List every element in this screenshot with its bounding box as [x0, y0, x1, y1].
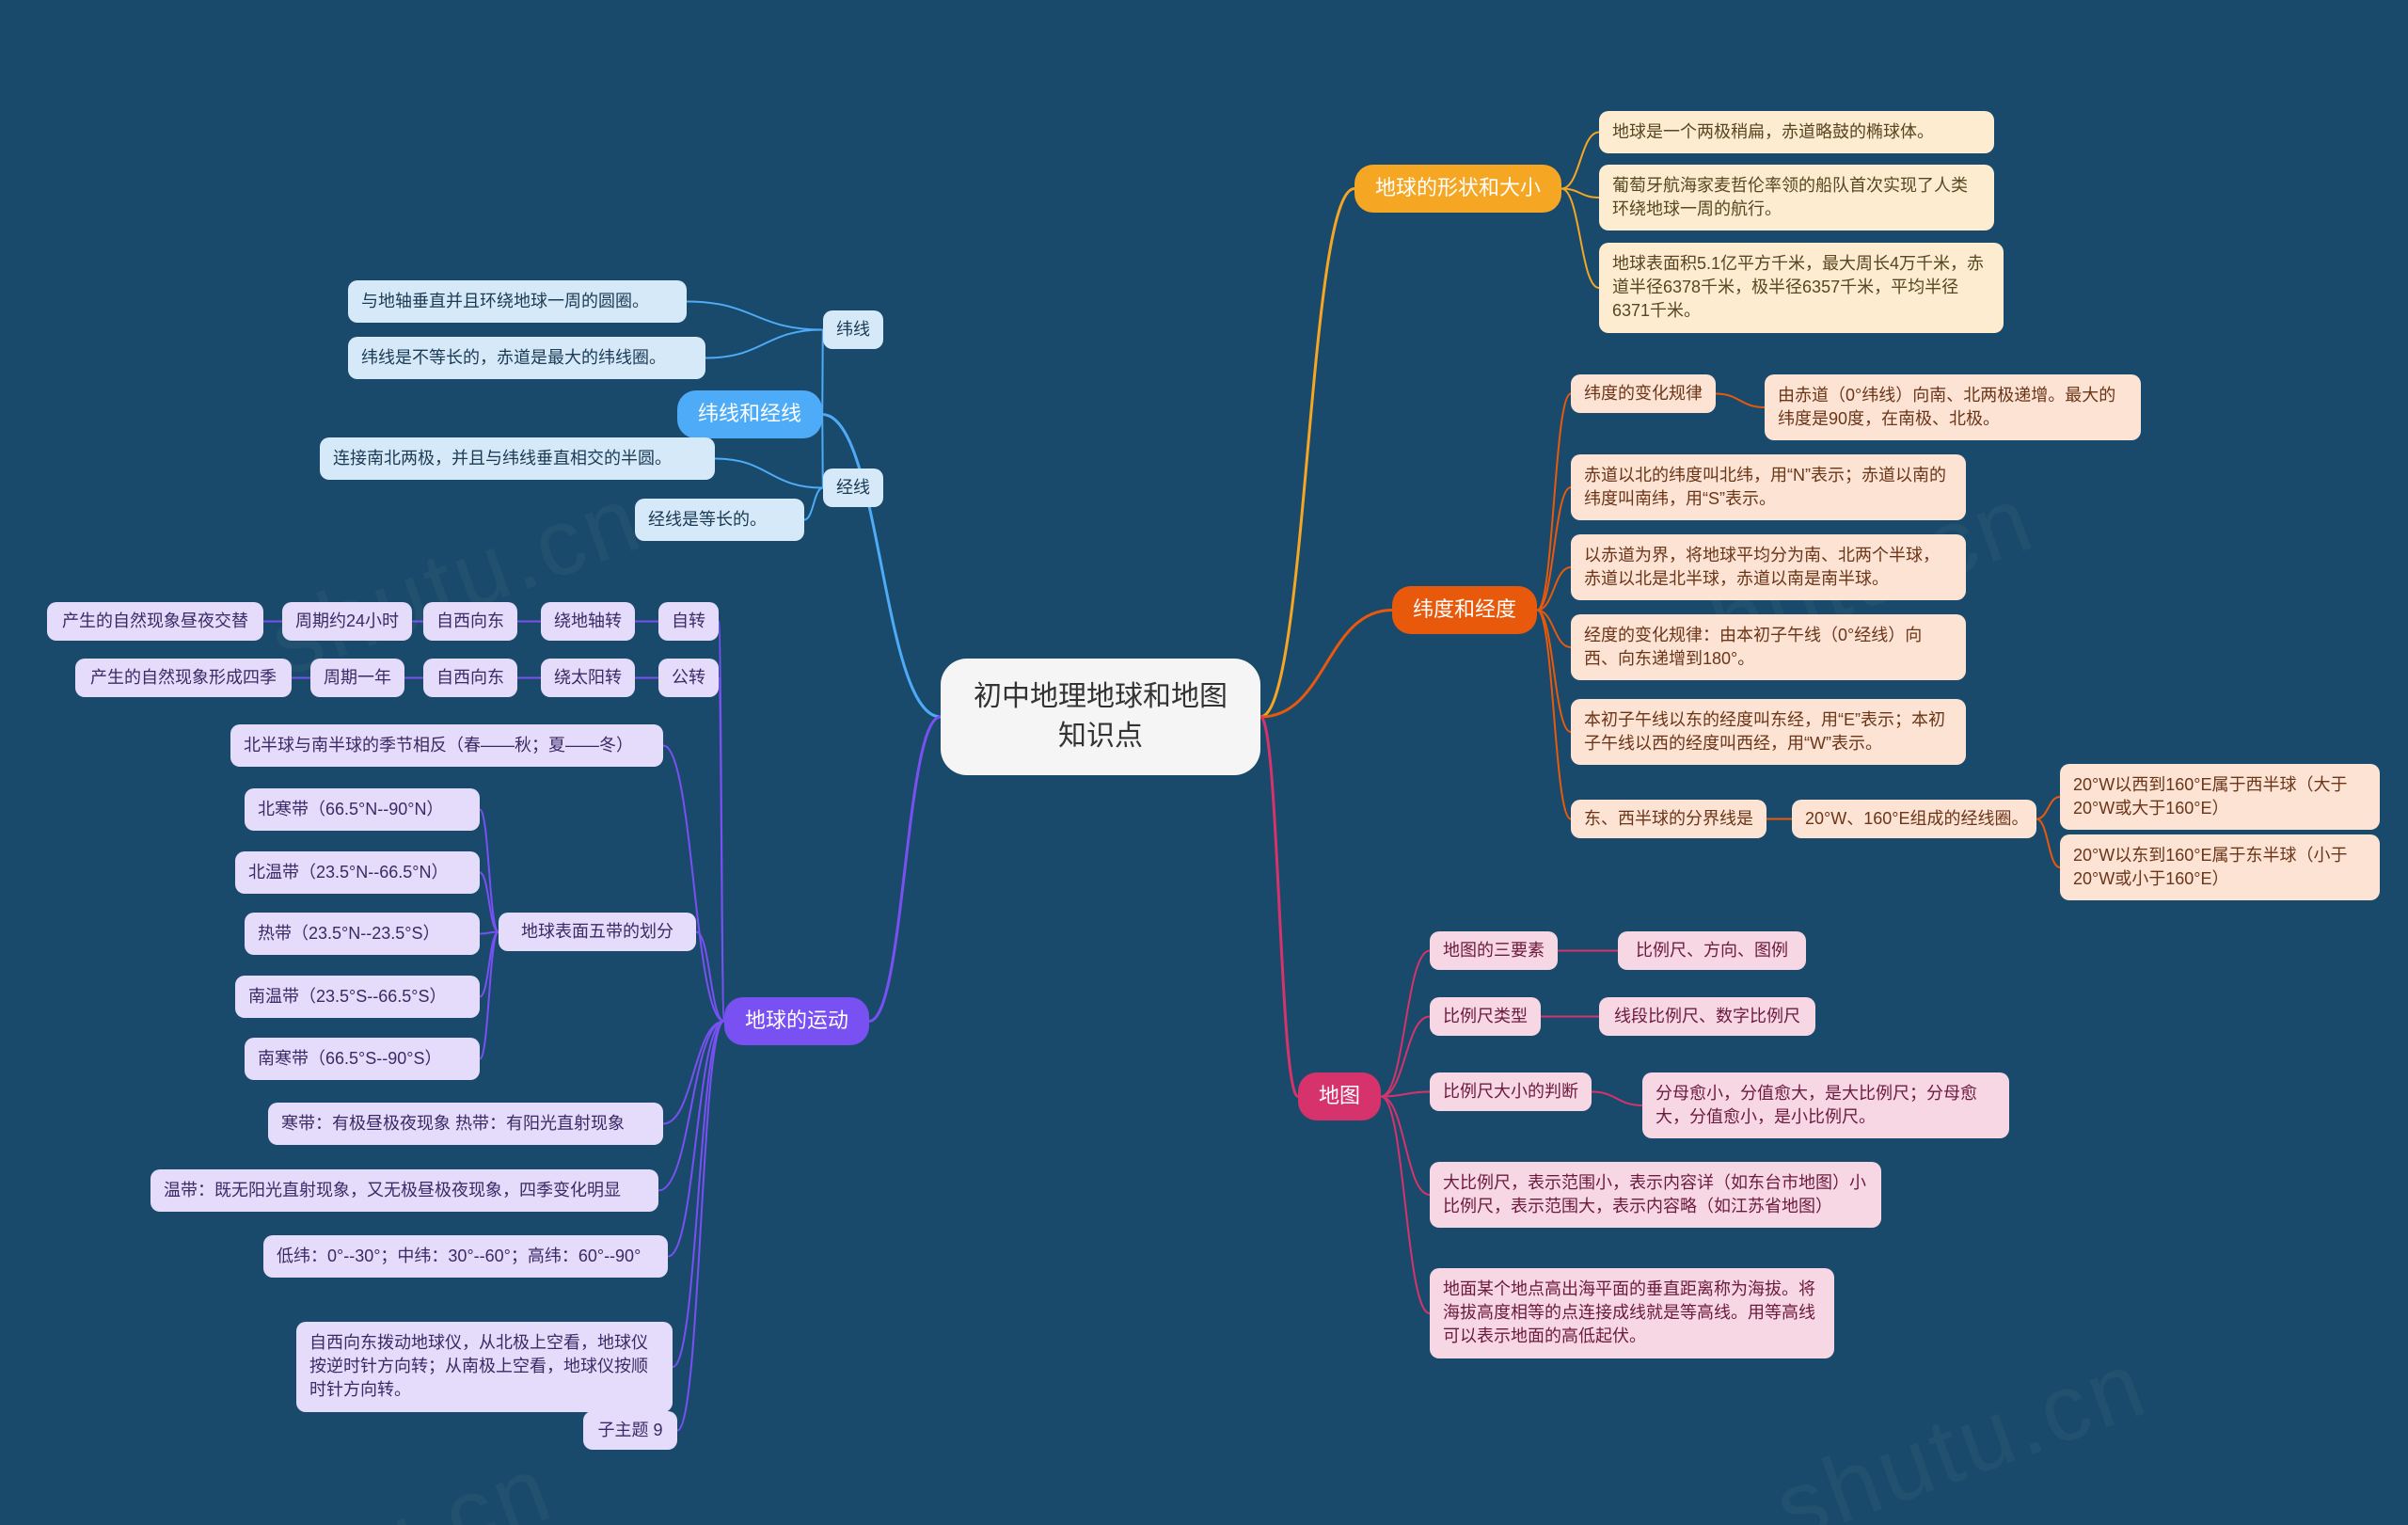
watermark: shutu.cn: [1762, 1329, 2162, 1525]
m3a[interactable]: 分母愈小，分值愈大，是大比例尺；分母愈大，分值愈小，是小比例尺。: [1642, 1072, 2009, 1138]
mo8[interactable]: 自西向东拨动地球仪，从北极上空看，地球仪按逆时针方向转；从南极上空看，地球仪按顺…: [296, 1322, 673, 1412]
mo2c[interactable]: 周期一年: [310, 659, 404, 697]
b-motion[interactable]: 地球的运动: [724, 997, 869, 1045]
b-latlon[interactable]: 纬度和经度: [1392, 586, 1537, 634]
m2[interactable]: 比例尺类型: [1430, 997, 1541, 1036]
mo7[interactable]: 低纬：0°--30°；中纬：30°--60°；高纬：60°--90°: [263, 1235, 668, 1278]
b-shape[interactable]: 地球的形状和大小: [1354, 165, 1561, 213]
mo2a[interactable]: 绕太阳转: [541, 659, 635, 697]
mo4a[interactable]: 北寒带（66.5°N--90°N）: [245, 788, 480, 831]
s2[interactable]: 葡萄牙航海家麦哲伦率领的船队首次实现了人类环绕地球一周的航行。: [1599, 165, 1994, 230]
mo2[interactable]: 公转: [658, 659, 719, 697]
mo1b[interactable]: 自西向东: [423, 602, 517, 641]
mindmap-canvas: 初中地理地球和地图知识点shutu.cn图 shutu.cnshutu.cnsh…: [0, 0, 2408, 1525]
ln1b[interactable]: 纬线是不等长的，赤道是最大的纬线圈。: [348, 337, 705, 379]
mo4[interactable]: 地球表面五带的划分: [499, 913, 696, 951]
l4[interactable]: 经度的变化规律：由本初子午线（0°经线）向西、向东递增到180°。: [1571, 614, 1966, 680]
l6a2[interactable]: 20°W以东到160°E属于东半球（小于20°W或小于160°E）: [2060, 834, 2380, 900]
s3[interactable]: 地球表面积5.1亿平方千米，最大周长4万千米，赤道半径6378千米，极半径635…: [1599, 243, 2004, 333]
l3[interactable]: 以赤道为界，将地球平均分为南、北两个半球，赤道以北是北半球，赤道以南是南半球。: [1571, 534, 1966, 600]
l6[interactable]: 东、西半球的分界线是: [1571, 800, 1766, 838]
m3[interactable]: 比例尺大小的判断: [1430, 1072, 1592, 1111]
m5[interactable]: 地面某个地点高出海平面的垂直距离称为海拔。将海拔高度相等的点连接成线就是等高线。…: [1430, 1268, 1834, 1358]
mo6[interactable]: 温带：既无阳光直射现象，又无极昼极夜现象，四季变化明显: [150, 1169, 658, 1212]
mo5[interactable]: 寒带：有极昼极夜现象 热带：有阳光直射现象: [268, 1103, 663, 1145]
l1[interactable]: 纬度的变化规律: [1571, 374, 1716, 413]
mo2d[interactable]: 产生的自然现象形成四季: [75, 659, 292, 697]
ln1[interactable]: 纬线: [823, 310, 883, 349]
mo9[interactable]: 子主题 9: [583, 1411, 677, 1450]
m1a[interactable]: 比例尺、方向、图例: [1618, 931, 1806, 970]
watermark: 图 shutu.cn: [40, 1412, 568, 1525]
l5[interactable]: 本初子午线以东的经度叫东经，用“E”表示；本初子午线以西的经度叫西经，用“W”表…: [1571, 699, 1966, 765]
m2a[interactable]: 线段比例尺、数字比例尺: [1599, 997, 1815, 1036]
l6a[interactable]: 20°W、160°E组成的经线圈。: [1792, 800, 2036, 838]
s1[interactable]: 地球是一个两极稍扁，赤道略鼓的椭球体。: [1599, 111, 1994, 153]
mo1d[interactable]: 产生的自然现象昼夜交替: [47, 602, 263, 641]
m1[interactable]: 地图的三要素: [1430, 931, 1558, 970]
mo4b[interactable]: 北温带（23.5°N--66.5°N）: [235, 851, 480, 894]
mo2b[interactable]: 自西向东: [423, 659, 517, 697]
ln2[interactable]: 经线: [823, 469, 883, 507]
b-map[interactable]: 地图: [1298, 1072, 1381, 1120]
l2[interactable]: 赤道以北的纬度叫北纬，用“N”表示；赤道以南的纬度叫南纬，用“S”表示。: [1571, 454, 1966, 520]
mo1a[interactable]: 绕地轴转: [541, 602, 635, 641]
ln2a[interactable]: 连接南北两极，并且与纬线垂直相交的半圆。: [320, 437, 715, 480]
b-lines[interactable]: 纬线和经线: [677, 390, 822, 438]
m4[interactable]: 大比例尺，表示范围小，表示内容详（如东台市地图）小比例尺，表示范围大，表示内容略…: [1430, 1162, 1881, 1228]
mo4d[interactable]: 南温带（23.5°S--66.5°S）: [235, 976, 480, 1018]
mo4c[interactable]: 热带（23.5°N--23.5°S）: [245, 913, 480, 955]
ln2b[interactable]: 经线是等长的。: [635, 499, 804, 541]
mo1[interactable]: 自转: [658, 602, 719, 641]
l6a1[interactable]: 20°W以西到160°E属于西半球（大于20°W或大于160°E）: [2060, 764, 2380, 830]
mo1c[interactable]: 周期约24小时: [282, 602, 412, 641]
mo3[interactable]: 北半球与南半球的季节相反（春——秋；夏——冬）: [230, 724, 663, 767]
mo4e[interactable]: 南寒带（66.5°S--90°S）: [245, 1038, 480, 1080]
l1a[interactable]: 由赤道（0°纬线）向南、北两极递增。最大的纬度是90度，在南极、北极。: [1765, 374, 2141, 440]
ln1a[interactable]: 与地轴垂直并且环绕地球一周的圆圈。: [348, 280, 687, 323]
root[interactable]: 初中地理地球和地图知识点: [941, 659, 1260, 775]
